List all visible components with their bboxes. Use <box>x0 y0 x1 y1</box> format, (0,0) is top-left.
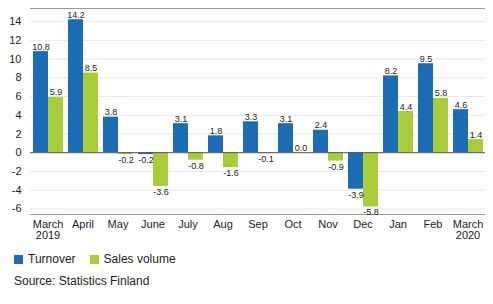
svg-text:-2: -2 <box>12 165 22 177</box>
svg-text:2: 2 <box>15 127 21 139</box>
svg-text:5.8: 5.8 <box>435 88 448 98</box>
svg-text:-0.2: -0.2 <box>118 155 134 165</box>
svg-text:4: 4 <box>15 109 21 121</box>
svg-text:10.8: 10.8 <box>32 42 50 52</box>
svg-text:4.4: 4.4 <box>400 102 413 112</box>
svg-text:-1.6: -1.6 <box>223 168 239 178</box>
svg-text:Sep: Sep <box>248 218 268 230</box>
svg-text:Dec: Dec <box>353 218 373 230</box>
svg-text:1.4: 1.4 <box>470 130 483 140</box>
svg-text:8.2: 8.2 <box>385 66 398 76</box>
svg-text:March2019: March2019 <box>33 218 64 241</box>
svg-text:9.5: 9.5 <box>420 54 433 64</box>
svg-text:3.1: 3.1 <box>280 114 293 124</box>
html-text:Source: Statistics Finland: Source: Statistics Finland <box>14 274 150 288</box>
svg-text:Aug: Aug <box>213 218 233 230</box>
svg-text:Jan: Jan <box>389 218 407 230</box>
svg-text:6: 6 <box>15 90 21 102</box>
svg-text:0: 0 <box>15 146 21 158</box>
svg-text:3.8: 3.8 <box>105 107 118 117</box>
svg-text:March2020: March2020 <box>453 218 484 241</box>
svg-text:-0.1: -0.1 <box>258 154 274 164</box>
svg-text:1.8: 1.8 <box>210 126 223 136</box>
svg-text:-0.9: -0.9 <box>328 162 344 172</box>
svg-text:-5.8: -5.8 <box>363 207 379 217</box>
svg-text:-0.8: -0.8 <box>188 161 204 171</box>
svg-text:0.0: 0.0 <box>295 143 308 153</box>
svg-text:2.4: 2.4 <box>315 120 328 130</box>
svg-text:12: 12 <box>9 34 21 46</box>
svg-text:3.1: 3.1 <box>175 114 188 124</box>
svg-text:Oct: Oct <box>284 218 301 230</box>
svg-text:4.6: 4.6 <box>455 100 468 110</box>
html-text:Sales volume: Sales volume <box>103 252 176 266</box>
svg-text:Feb: Feb <box>424 218 443 230</box>
svg-text:8: 8 <box>15 71 21 83</box>
svg-text:14.2: 14.2 <box>67 10 85 20</box>
svg-text:-0.2: -0.2 <box>138 155 154 165</box>
svg-text:April: April <box>72 218 94 230</box>
svg-text:5.9: 5.9 <box>50 87 63 97</box>
svg-text:May: May <box>108 218 129 230</box>
svg-text:July: July <box>178 218 198 230</box>
svg-text:10: 10 <box>9 53 21 65</box>
svg-text:8.5: 8.5 <box>85 63 98 73</box>
svg-text:-3.6: -3.6 <box>153 187 169 197</box>
svg-text:-4: -4 <box>12 184 22 196</box>
svg-text:Nov: Nov <box>318 218 338 230</box>
svg-text:-6: -6 <box>12 202 22 214</box>
html-text:Turnover: Turnover <box>28 252 76 266</box>
svg-text:14: 14 <box>9 15 21 27</box>
svg-text:June: June <box>141 218 165 230</box>
svg-text:3.3: 3.3 <box>245 112 258 122</box>
svg-text:-3.9: -3.9 <box>348 190 364 200</box>
